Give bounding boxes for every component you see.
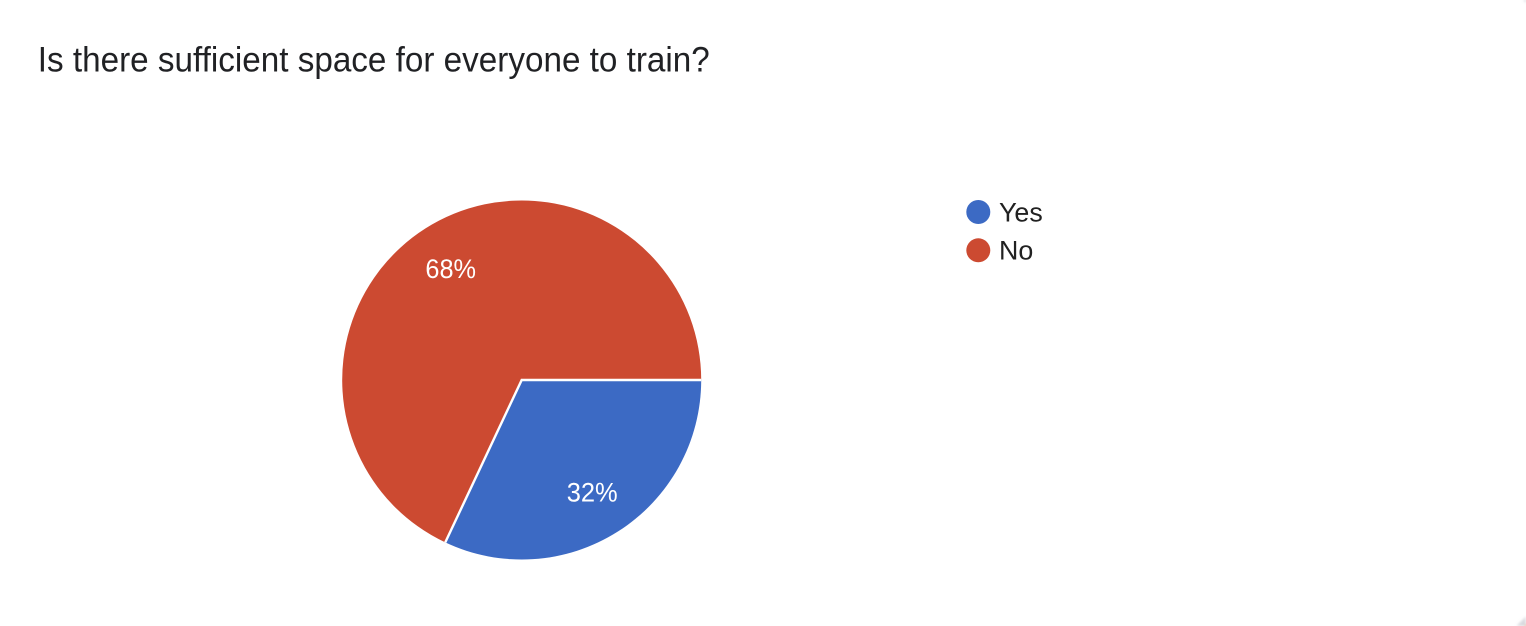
svg-text:Yes: Yes	[999, 197, 1043, 227]
svg-text:Is there sufficient space for: Is there sufficient space for everyone t…	[38, 41, 710, 80]
svg-text:No: No	[999, 236, 1033, 266]
svg-text:68%: 68%	[425, 254, 476, 284]
svg-text:32%: 32%	[567, 477, 618, 507]
